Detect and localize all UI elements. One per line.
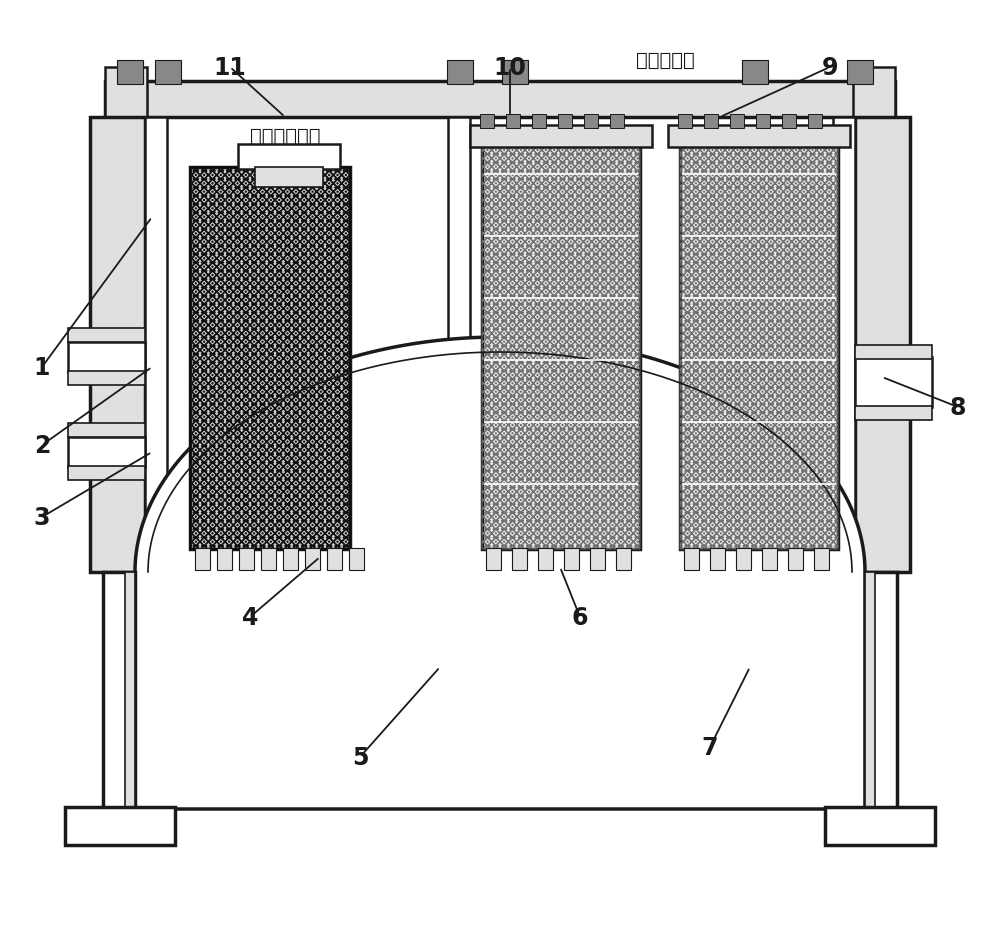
Bar <box>506 115 520 129</box>
Bar <box>68 466 145 480</box>
Bar <box>668 126 850 147</box>
Text: 气体催化室: 气体催化室 <box>636 50 694 70</box>
Bar <box>532 115 546 129</box>
Bar <box>68 372 145 386</box>
Text: 8: 8 <box>950 396 966 420</box>
Bar <box>190 168 350 550</box>
Bar <box>512 549 527 570</box>
Bar <box>855 358 932 408</box>
Bar <box>782 115 796 129</box>
Text: 11: 11 <box>214 56 246 80</box>
Text: 6: 6 <box>572 605 588 629</box>
Bar <box>847 61 873 85</box>
Bar <box>762 549 777 570</box>
Bar <box>865 572 875 809</box>
Bar <box>865 572 897 809</box>
Bar <box>195 549 210 570</box>
Bar <box>855 407 932 421</box>
Text: 2: 2 <box>34 434 50 458</box>
Bar <box>190 168 350 550</box>
Bar <box>808 115 822 129</box>
Bar <box>855 346 932 360</box>
Text: 7: 7 <box>702 735 718 759</box>
Text: 1: 1 <box>34 356 50 379</box>
Bar <box>105 82 895 118</box>
Bar <box>756 115 770 129</box>
Bar <box>482 140 640 550</box>
Bar <box>486 549 501 570</box>
Bar <box>502 61 528 85</box>
Bar <box>616 549 631 570</box>
Bar <box>610 115 624 129</box>
Bar <box>710 549 725 570</box>
Bar <box>736 549 751 570</box>
Bar <box>145 551 855 572</box>
Bar <box>68 438 145 467</box>
Bar <box>680 140 838 550</box>
Bar <box>327 549 342 570</box>
Bar <box>238 145 340 170</box>
Bar <box>103 572 135 809</box>
Bar <box>125 572 135 809</box>
Bar <box>117 61 143 85</box>
Bar <box>65 807 175 845</box>
Text: 10: 10 <box>494 56 526 80</box>
Bar <box>155 61 181 85</box>
Text: 颗粒物捕集室: 颗粒物捕集室 <box>250 126 320 146</box>
Bar <box>190 168 350 550</box>
Bar <box>90 118 145 572</box>
Bar <box>742 61 768 85</box>
Bar <box>190 168 350 550</box>
Bar <box>482 140 640 550</box>
Bar <box>684 549 699 570</box>
Bar <box>448 118 470 572</box>
Bar <box>145 118 167 572</box>
Bar <box>680 140 838 550</box>
Bar <box>825 807 935 845</box>
Text: 3: 3 <box>34 505 50 529</box>
Bar <box>482 140 640 550</box>
Bar <box>261 549 276 570</box>
Bar <box>730 115 744 129</box>
Bar <box>678 115 692 129</box>
Bar <box>239 549 254 570</box>
Bar <box>482 140 640 550</box>
Bar <box>680 140 838 550</box>
Bar <box>538 549 553 570</box>
Text: 5: 5 <box>352 745 368 769</box>
Bar <box>68 329 145 343</box>
Bar <box>590 549 605 570</box>
Bar <box>470 126 652 147</box>
Text: 4: 4 <box>242 605 258 629</box>
Bar <box>480 115 494 129</box>
Bar <box>349 549 364 570</box>
Bar <box>680 140 838 550</box>
Bar <box>255 168 323 188</box>
Bar <box>305 549 320 570</box>
Bar <box>564 549 579 570</box>
Bar <box>814 549 829 570</box>
Bar <box>833 118 855 572</box>
Bar <box>283 549 298 570</box>
Bar <box>68 424 145 438</box>
Bar <box>190 168 350 550</box>
Bar <box>584 115 598 129</box>
Bar <box>217 549 232 570</box>
Bar <box>558 115 572 129</box>
Bar <box>853 68 895 118</box>
Text: 9: 9 <box>822 56 838 80</box>
Bar <box>704 115 718 129</box>
Polygon shape <box>135 337 865 809</box>
Bar <box>68 343 145 373</box>
Bar <box>105 68 147 118</box>
Bar <box>447 61 473 85</box>
Bar <box>788 549 803 570</box>
Bar <box>855 118 910 572</box>
